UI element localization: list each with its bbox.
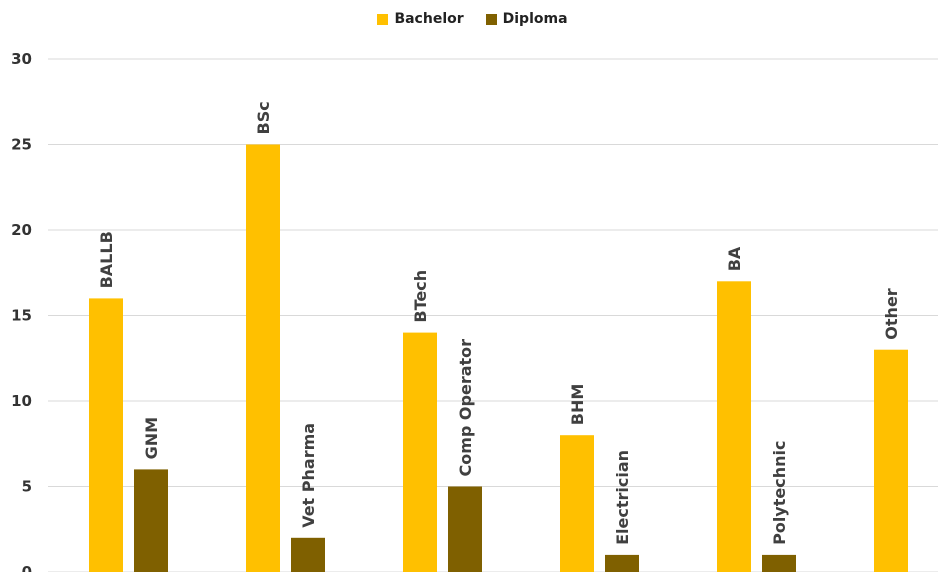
- y-tick-label: 30: [11, 50, 32, 68]
- bar-bachelor: [89, 298, 123, 572]
- y-tick-label: 20: [11, 221, 32, 239]
- data-label: Electrician: [613, 450, 632, 545]
- data-label: GNM: [142, 417, 161, 459]
- legend-swatch-diploma: [485, 13, 497, 25]
- legend-item-diploma: Diploma: [485, 11, 568, 27]
- bar-diploma: [605, 554, 639, 572]
- bar-bachelor: [246, 144, 280, 572]
- data-label: BSc: [254, 101, 273, 134]
- legend-item-bachelor: Bachelor: [377, 11, 464, 27]
- legend: Bachelor Diploma: [0, 11, 945, 27]
- bar-bachelor: [874, 349, 908, 572]
- bar-bachelor: [403, 332, 437, 572]
- bar-diploma: [448, 486, 482, 572]
- data-label: BTech: [411, 270, 430, 323]
- y-tick-label: 0: [22, 563, 32, 572]
- data-label: Polytechnic: [770, 441, 789, 545]
- legend-label-diploma: Diploma: [502, 11, 568, 27]
- bar-diploma: [134, 469, 168, 572]
- data-label: BA: [725, 246, 744, 271]
- data-label: Vet Pharma: [299, 423, 318, 528]
- y-tick-label: 10: [11, 392, 32, 410]
- bar-bachelor: [717, 281, 751, 572]
- data-label: Other: [882, 288, 901, 339]
- legend-swatch-bachelor: [377, 13, 389, 25]
- bar-bachelor: [560, 435, 594, 572]
- bar-diploma: [291, 537, 325, 572]
- bar-diploma: [762, 554, 796, 572]
- data-label: BHM: [568, 384, 587, 426]
- data-label: BALLB: [97, 231, 116, 288]
- y-tick-label: 25: [11, 136, 32, 154]
- y-tick-label: 5: [22, 478, 32, 496]
- y-tick-label: 15: [11, 307, 32, 325]
- legend-label-bachelor: Bachelor: [394, 11, 464, 27]
- data-label: Comp Operator: [456, 339, 475, 477]
